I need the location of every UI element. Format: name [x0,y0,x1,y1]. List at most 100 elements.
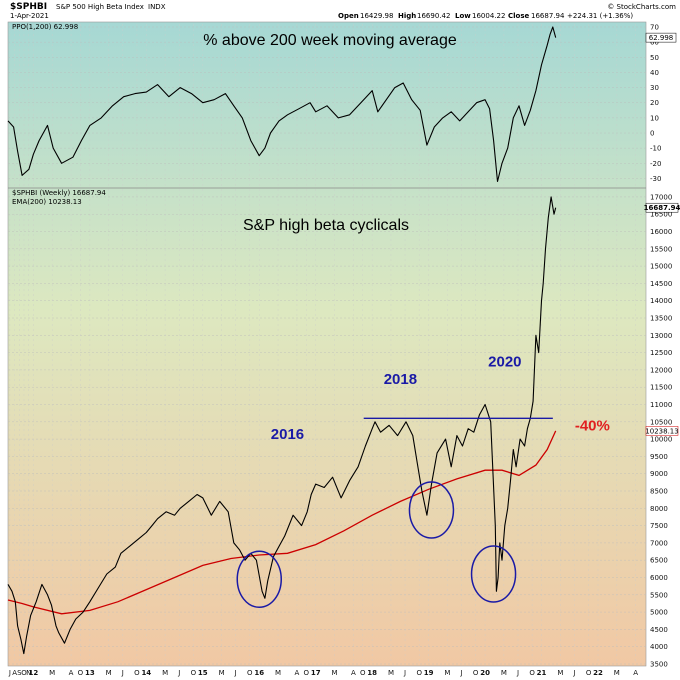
x-tick-label: O [360,669,366,677]
x-tick-label: 15 [198,669,208,677]
ppo-tick-label: 70 [650,24,659,32]
x-tick-label: 19 [424,669,434,677]
annotations-group: 2016 2018 2020 -40% [236,353,610,608]
x-tick-label: M [106,669,112,677]
x-tick-label: M [331,669,337,677]
price-tick-label: 8500 [650,488,668,496]
ppo-tick-label: 30 [650,84,659,92]
low-value: 16004.22 [472,12,505,20]
price-tick-label: 4500 [650,626,668,634]
circle-marker [408,481,455,539]
price-tick-label: 16500 [650,211,672,219]
price-tick-label: 11500 [650,384,672,392]
x-tick-label: A [12,669,17,677]
x-tick-label: O [78,669,84,677]
ppo-tick-label: 10 [650,114,659,122]
price-legend-text: $SPHBI (Weekly) 16687.94 [12,189,106,197]
annotation-label: 2016 [271,426,304,443]
price-tick-label: 4000 [650,643,668,651]
x-tick-label: M [275,669,281,677]
price-tick-label: 3500 [650,661,668,669]
price-tick-label: 10000 [650,436,672,444]
price-tick-label: 13500 [650,315,672,323]
change-value: +224.31 (+1.36%) [567,12,633,20]
ppo-legend: PPO(1,200) 62.998 [12,23,78,31]
x-tick-label: 22 [593,669,603,677]
watermark: © StockCharts.com [607,3,676,11]
x-tick-label: J [572,669,575,677]
x-tick-label: M [444,669,450,677]
annotation-label: -40% [575,417,610,434]
ppo-tick-label: -20 [650,160,661,168]
x-tick-label: O [134,669,140,677]
x-tick-label: A [295,669,300,677]
ema-last-flag: 10238.13 [645,426,679,436]
x-tick-label: M [219,669,225,677]
ppo-tick-label: 50 [650,54,659,62]
x-tick-label: O [416,669,422,677]
ppo-title: % above 200 week moving average [203,32,457,49]
price-tick-label: 5000 [650,609,668,617]
date-label: 1-Apr-2021 [10,12,49,20]
price-tick-label: 12000 [650,366,672,374]
x-tick-label: M [614,669,620,677]
x-tick-label: A [351,669,356,677]
price-tick-label: 13000 [650,332,672,340]
price-tick-label: 17000 [650,193,672,201]
ppo-line [7,26,557,183]
x-tick-label: M [49,669,55,677]
price-tick-label: 9500 [650,453,668,461]
x-tick-label: M [501,669,507,677]
x-tick-label: J [403,669,406,677]
x-tick-label: O [191,669,197,677]
x-tick-label: A [69,669,74,677]
ppo-last-flag: 62.998 [645,32,677,43]
price-tick-label: 7500 [650,522,668,530]
ppo-series-group [7,26,557,183]
x-tick-label: N [26,669,31,677]
x-tick-label: A [633,669,638,677]
ppo-tick-label: 40 [650,69,659,77]
price-tick-label: 10500 [650,418,672,426]
price-tick-label: 12500 [650,349,672,357]
x-tick-label: 16 [254,669,264,677]
price-gridlines [8,24,646,665]
price-tick-label: 14500 [650,280,672,288]
price-tick-label: 5500 [650,591,668,599]
chart-header: $SPHBI S&P 500 High Beta Index INDX 1-Ap… [10,2,676,20]
ppo-tick-label: 60 [650,39,659,47]
x-tick-label: O [21,669,27,677]
close-value: 16687.94 [531,12,565,20]
circle-marker [470,545,517,603]
x-tick-label: O [304,669,310,677]
ppo-tick-label: 0 [650,130,654,138]
low-label: Low [455,12,471,20]
close-label: Close [508,12,530,20]
x-tick-label: M [162,669,168,677]
x-tick-label: J [177,669,180,677]
price-tick-label: 16000 [650,228,672,236]
x-tick-label: 12 [29,669,39,677]
ppo-tick-label: -30 [650,175,661,183]
x-tick-label: 14 [141,669,151,677]
price-tick-label: 6500 [650,557,668,565]
price-tick-label: 15000 [650,263,672,271]
x-axis-ticks: J A S O N12 M A O 13 M J O 14 M J O 15 M J O 16 M A O 17 M A O 18 M J O… [8,669,638,677]
x-tick-label: J [516,669,519,677]
ema-last-value: 10238.13 [645,427,678,435]
ppo-legend-text: PPO(1,200) 62.998 [12,23,78,31]
exchange-label: INDX [148,3,166,11]
symbol-label: $SPHBI [10,2,47,12]
price-last-value: 16687.94 [644,204,680,212]
x-tick-label: S [17,669,22,677]
x-tick-label: 18 [367,669,377,677]
price-tick-label: 14000 [650,297,672,305]
x-tick-label: J [8,669,11,677]
x-tick-label: O [529,669,535,677]
open-value: 16429.98 [360,12,393,20]
x-tick-label: 13 [85,669,95,677]
high-label: High [398,12,416,20]
x-tick-label: M [388,669,394,677]
x-tick-label: O [586,669,592,677]
